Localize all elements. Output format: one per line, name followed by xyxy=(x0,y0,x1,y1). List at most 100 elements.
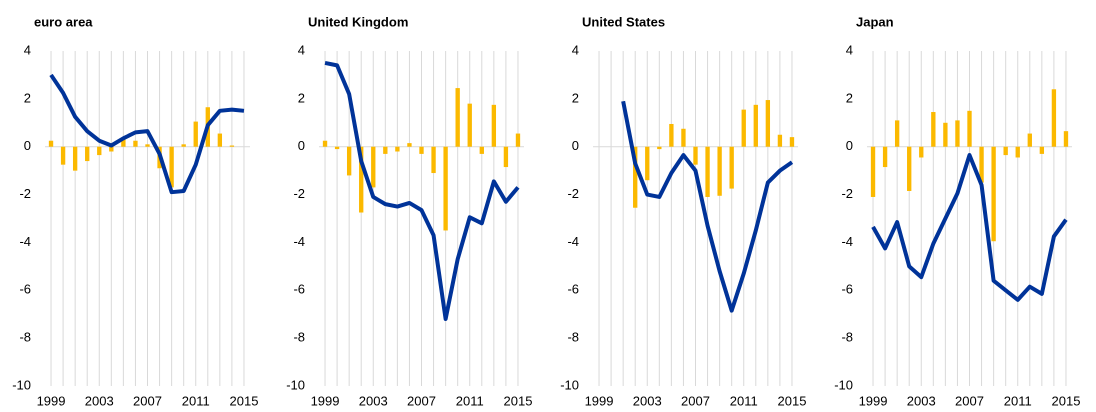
bar xyxy=(907,146,912,191)
line xyxy=(871,153,1068,302)
y-tick-label: -2 xyxy=(841,186,853,201)
x-tick-label: 2003 xyxy=(359,393,388,408)
bar xyxy=(443,146,448,231)
x-tick-label: 2015 xyxy=(230,393,259,408)
bar xyxy=(359,146,364,213)
bar xyxy=(870,146,876,197)
bar xyxy=(645,146,650,181)
bar xyxy=(789,137,795,147)
panel-title: United Kingdom xyxy=(308,14,408,29)
bar xyxy=(85,146,90,162)
panel: euro area -10 -8 -6 -4 -2 0 2 4 1999 2003 2007 2011 2… xyxy=(12,14,258,408)
line xyxy=(324,61,520,321)
line xyxy=(621,100,794,313)
x-tick-label: 2007 xyxy=(407,393,436,408)
y-tick-label: -10 xyxy=(834,377,853,392)
x-tick-label: 2011 xyxy=(1004,393,1032,408)
bar xyxy=(431,146,436,174)
bar xyxy=(741,109,746,147)
x-tick-label: 1999 xyxy=(859,393,888,408)
y-tick-label: -6 xyxy=(567,282,579,297)
x-tick-label: 2011 xyxy=(456,393,484,408)
x-tick-label: 2011 xyxy=(730,393,758,408)
bar xyxy=(455,88,460,147)
bar xyxy=(919,146,924,158)
bar xyxy=(894,120,900,147)
x-tick-label: 2003 xyxy=(907,393,936,408)
bar xyxy=(229,145,235,147)
y-tick-label: -8 xyxy=(19,330,31,345)
bar xyxy=(991,146,996,242)
y-tick-label: -10 xyxy=(560,377,579,392)
panel-title: Japan xyxy=(856,14,894,29)
y-tick-label: 4 xyxy=(24,42,31,57)
y-tick-label: -10 xyxy=(286,377,305,392)
panel: United Kingdom -10 -8 -6 -4 -2 0 2 4 1999 2003 2007… xyxy=(286,14,532,408)
bar xyxy=(669,123,674,147)
bar xyxy=(1039,146,1045,154)
y-tick-label: -4 xyxy=(841,234,853,249)
bar xyxy=(169,146,174,188)
y-tick-label: 0 xyxy=(572,138,579,153)
x-tick-label: 2015 xyxy=(778,393,807,408)
x-tick-label: 2007 xyxy=(133,393,162,408)
x-tick-label: 2011 xyxy=(182,393,210,408)
bar xyxy=(503,146,509,168)
y-tick-label: 0 xyxy=(846,138,853,153)
y-tick-label: -6 xyxy=(293,282,305,297)
y-tick-label: -2 xyxy=(567,186,579,201)
bar xyxy=(491,104,497,147)
bar xyxy=(705,146,710,197)
y-tick-label: 4 xyxy=(846,42,853,57)
bar xyxy=(383,146,388,154)
bar xyxy=(133,140,138,147)
y-tick-label: -8 xyxy=(841,330,853,345)
y-tick-label: 0 xyxy=(298,138,305,153)
bar xyxy=(217,133,223,147)
bar xyxy=(882,146,888,168)
y-tick-label: -10 xyxy=(12,377,31,392)
bar xyxy=(681,128,686,147)
bar xyxy=(479,146,484,154)
x-tick-label: 2015 xyxy=(504,393,533,408)
x-tick-label: 2007 xyxy=(681,393,710,408)
bar xyxy=(181,144,186,147)
bar xyxy=(322,140,328,147)
y-tick-label: -4 xyxy=(567,234,579,249)
bar xyxy=(346,146,352,176)
y-tick-label: 2 xyxy=(572,90,579,105)
x-tick-label: 1999 xyxy=(37,393,66,408)
bar xyxy=(753,104,758,147)
bar xyxy=(967,110,972,147)
x-tick-label: 1999 xyxy=(585,393,614,408)
bar xyxy=(193,121,198,147)
bar xyxy=(395,146,400,152)
bar xyxy=(931,112,936,147)
x-tick-label: 2015 xyxy=(1052,393,1081,408)
bar xyxy=(60,146,66,165)
y-tick-label: -4 xyxy=(293,234,305,249)
y-tick-label: -8 xyxy=(567,330,579,345)
y-tick-label: 2 xyxy=(846,90,853,105)
bar xyxy=(1051,89,1057,147)
bar xyxy=(1063,131,1069,147)
bar xyxy=(943,122,948,147)
panel-title: euro area xyxy=(34,14,93,29)
bar xyxy=(693,146,698,165)
y-tick-label: 2 xyxy=(298,90,305,105)
bar xyxy=(633,146,638,208)
y-tick-label: -2 xyxy=(293,186,305,201)
x-tick-label: 2003 xyxy=(633,393,662,408)
bar xyxy=(1015,146,1020,158)
panel-title: United States xyxy=(582,14,665,29)
bar xyxy=(979,146,984,183)
bar xyxy=(1027,133,1032,147)
panel: United States -10 -8 -6 -4 -2 0 2 4 1999 2003 2007 2… xyxy=(560,14,806,408)
y-tick-label: 2 xyxy=(24,90,31,105)
y-tick-label: -4 xyxy=(19,234,31,249)
bar xyxy=(407,143,412,147)
bar xyxy=(97,146,102,156)
bar xyxy=(371,146,376,188)
y-tick-label: -6 xyxy=(841,282,853,297)
bar xyxy=(955,120,960,147)
